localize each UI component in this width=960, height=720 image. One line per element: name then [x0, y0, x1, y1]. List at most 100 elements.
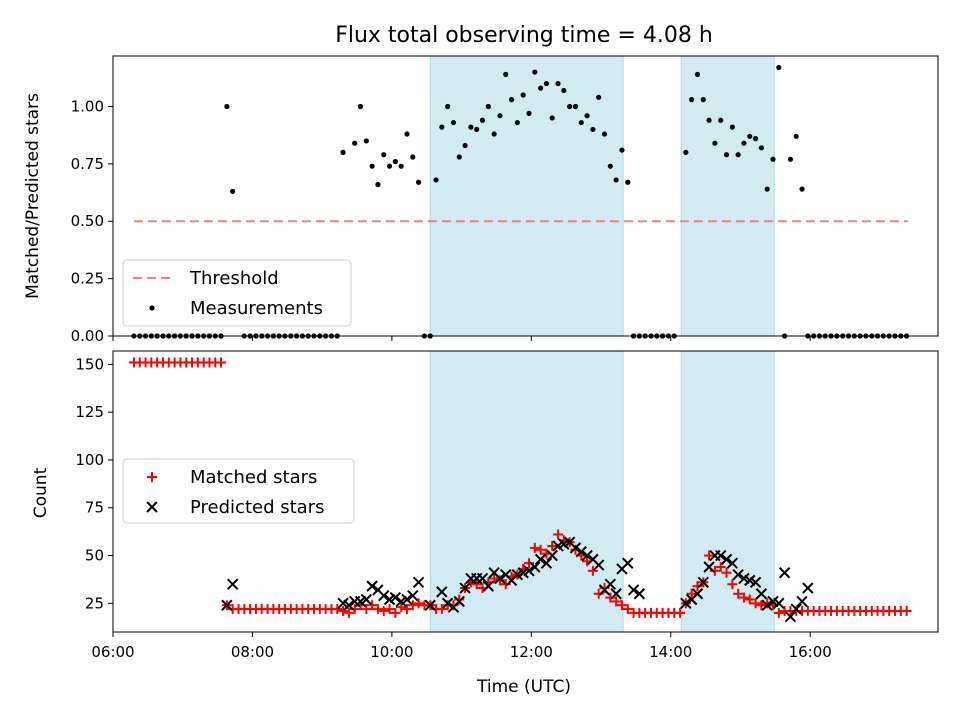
data-point: [675, 607, 686, 618]
data-point: [415, 179, 422, 185]
data-point: [555, 80, 561, 87]
data-point-stroke: [488, 567, 500, 579]
data-point: [366, 580, 378, 592]
y-tick-label: 150: [75, 355, 104, 373]
data-point: [361, 604, 372, 615]
data-point: [547, 540, 558, 551]
data-point-stroke: [412, 576, 425, 589]
data-point: [770, 156, 776, 162]
data-point: [398, 163, 404, 169]
data-point-stroke: [784, 611, 797, 623]
legend-box: [122, 458, 355, 524]
x-tick-label: 16:00: [789, 643, 832, 661]
data-point: [749, 576, 762, 589]
data-point: [689, 97, 695, 103]
legend-label: Threshold: [189, 268, 279, 289]
data-point: [703, 561, 715, 573]
data-point: [761, 599, 773, 611]
data-point-stroke: [407, 589, 419, 602]
data-point: [404, 131, 410, 137]
data-point: [529, 561, 541, 573]
data-point: [543, 80, 550, 87]
data-point: [752, 136, 759, 142]
data-point: [796, 595, 808, 608]
data-point-stroke: [697, 576, 709, 589]
data-point: [706, 117, 712, 123]
data-point: [596, 94, 602, 100]
data-point-stroke: [691, 588, 704, 600]
x-tick-label: 08:00: [231, 643, 274, 661]
data-point: [378, 605, 389, 616]
data-point-stroke: [459, 582, 471, 594]
data-point: [697, 576, 709, 589]
data-point-stroke: [773, 597, 785, 610]
data-point-stroke: [441, 597, 454, 610]
legend: Threshold Measurements: [122, 259, 352, 327]
series-matched-stars: [128, 357, 912, 618]
data-point-stroke: [453, 595, 465, 608]
data-point: [584, 113, 590, 119]
data-point-stroke: [569, 542, 582, 554]
data-point: [462, 142, 468, 149]
data-point: [784, 611, 797, 623]
data-point: [680, 597, 692, 610]
data-point: [474, 126, 480, 133]
data-point: [401, 604, 412, 615]
data-point: [715, 562, 726, 573]
data-point: [413, 598, 424, 609]
data-point: [407, 600, 418, 611]
data-point: [407, 589, 419, 602]
data-point: [611, 596, 622, 607]
data-point: [613, 177, 619, 183]
data-point: [456, 154, 462, 160]
data-point: [436, 586, 448, 598]
data-point: [357, 103, 364, 110]
data-point: [433, 177, 439, 183]
data-point: [514, 119, 520, 126]
data-point: [686, 588, 697, 599]
data-point: [520, 92, 526, 98]
data-point: [549, 115, 555, 121]
data-point: [534, 553, 547, 566]
data-point-stroke: [622, 557, 634, 569]
data-point: [363, 138, 369, 144]
data-point: [494, 572, 506, 585]
data-point-stroke: [720, 553, 733, 566]
data-point: [720, 553, 733, 566]
data-point: [381, 152, 387, 158]
data-point: [491, 131, 497, 137]
data-point: [390, 607, 401, 618]
data-point: [367, 600, 378, 611]
data-point: [412, 576, 425, 589]
x-tick-label: 12:00: [510, 643, 553, 661]
data-point: [352, 140, 358, 146]
data-point: [401, 593, 413, 606]
data-point: [622, 604, 633, 615]
data-point: [712, 140, 718, 146]
data-point: [633, 588, 646, 600]
data-point: [343, 607, 354, 618]
y-tick-label: 25: [85, 594, 104, 612]
bottom-panel: 25 50 75 100 125 150 06:00 08:00 10:00 12:00 14:00…: [75, 350, 939, 661]
data-point-stroke: [790, 603, 802, 615]
data-point: [369, 163, 375, 169]
data-point: [392, 158, 398, 165]
shaded-interval-0: [429, 350, 624, 633]
data-point: [436, 604, 447, 615]
data-point: [332, 604, 343, 615]
data-point: [704, 550, 715, 561]
data-point-stroke: [482, 580, 495, 592]
data-point: [776, 64, 782, 71]
data-point: [744, 594, 755, 605]
data-point: [378, 589, 390, 602]
x-tick-label: 14:00: [649, 643, 692, 661]
data-point-stroke: [534, 553, 547, 566]
data-point: [578, 119, 584, 126]
data-point: [529, 542, 540, 553]
shaded-interval-1: [680, 55, 775, 337]
data-point-stroke: [610, 588, 622, 600]
data-point: [375, 181, 381, 188]
data-point: [372, 604, 383, 615]
data-point: [424, 599, 436, 611]
